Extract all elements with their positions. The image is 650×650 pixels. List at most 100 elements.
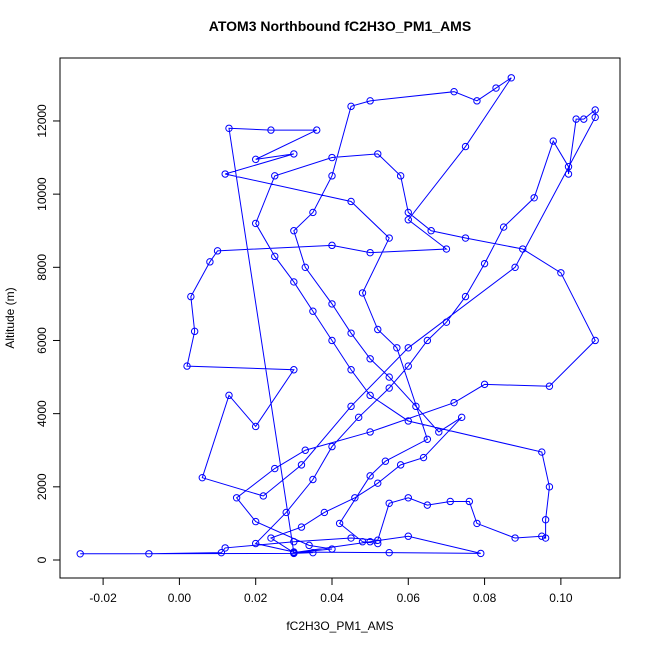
- y-tick-label: 12000: [35, 104, 49, 138]
- data-point: [366, 472, 374, 480]
- data-point: [347, 366, 355, 374]
- x-tick-label: 0.02: [244, 591, 268, 605]
- data-point: [446, 497, 454, 506]
- data-point: [221, 544, 229, 552]
- data-point: [366, 538, 374, 546]
- data-point: [545, 382, 554, 390]
- data-point: [351, 494, 359, 502]
- data-point: [461, 292, 470, 301]
- y-tick-label: 4000: [35, 400, 49, 427]
- data-point: [564, 170, 573, 178]
- data-point: [423, 336, 432, 345]
- data-point: [404, 362, 412, 370]
- data-point: [251, 517, 260, 526]
- data-point: [480, 259, 489, 268]
- x-axis-label: fC2H3O_PM1_AMS: [286, 619, 393, 633]
- data-point: [309, 208, 317, 217]
- data-point: [435, 428, 443, 436]
- data-point: [480, 380, 489, 389]
- data-point: [473, 97, 481, 105]
- data-point: [251, 539, 260, 548]
- data-point: [366, 428, 374, 436]
- data-point: [564, 162, 573, 171]
- y-tick-label: 6000: [35, 327, 49, 354]
- data-point: [290, 227, 298, 235]
- data-point: [358, 289, 367, 297]
- data-point: [328, 336, 336, 345]
- data-point: [457, 413, 466, 422]
- data-point: [232, 494, 241, 502]
- data-point: [347, 329, 355, 337]
- data-point: [366, 248, 374, 257]
- data-point: [412, 402, 420, 411]
- data-point: [545, 483, 554, 491]
- data-point: [309, 475, 317, 484]
- data-point: [404, 216, 412, 224]
- data-point: [404, 494, 412, 502]
- data-point: [313, 126, 321, 134]
- data-point: [538, 532, 546, 540]
- data-point: [549, 137, 557, 145]
- y-tick-label: 10000: [35, 177, 49, 211]
- data-point: [301, 263, 309, 272]
- data-point: [290, 548, 298, 557]
- data-point: [297, 461, 306, 469]
- data-point: [145, 550, 153, 558]
- data-point: [404, 417, 412, 425]
- x-tick-label: 0.06: [397, 591, 421, 605]
- data-point: [267, 534, 275, 542]
- data-point: [309, 307, 317, 315]
- data-point: [335, 519, 344, 528]
- data-point: [427, 227, 435, 235]
- data-point: [442, 318, 451, 326]
- data-point: [221, 170, 229, 178]
- data-point: [290, 278, 298, 286]
- data-point: [423, 435, 432, 443]
- data-point: [591, 336, 599, 345]
- data-point: [187, 292, 195, 301]
- data-point: [190, 327, 199, 336]
- data-point: [328, 172, 336, 180]
- data-point: [396, 172, 405, 180]
- data-point: [530, 194, 538, 202]
- data-point: [473, 519, 481, 528]
- data-line: [80, 77, 596, 555]
- data-point: [225, 124, 233, 132]
- data-point: [541, 516, 550, 524]
- data-point: [347, 402, 355, 411]
- x-tick-label: 0.10: [549, 591, 573, 605]
- chart-title: ATOM3 Northbound fC2H3O_PM1_AMS: [209, 18, 471, 34]
- x-tick-label: 0.04: [320, 591, 344, 605]
- data-point: [271, 252, 279, 261]
- data-point: [328, 300, 336, 308]
- data-point: [366, 97, 374, 105]
- x-tick-label: 0.00: [168, 591, 192, 605]
- data-point: [251, 155, 260, 164]
- data-point: [309, 548, 317, 557]
- y-tick-label: 8000: [35, 254, 49, 281]
- data-point: [301, 446, 309, 454]
- data-point: [290, 366, 298, 374]
- data-point: [347, 197, 355, 206]
- data-point: [374, 150, 382, 158]
- data-point: [450, 87, 458, 96]
- y-tick-label: 2000: [35, 473, 49, 500]
- data-point: [442, 245, 451, 253]
- data-point: [461, 234, 470, 242]
- data-point: [385, 548, 393, 557]
- data-point: [393, 344, 401, 352]
- data-point: [358, 538, 367, 546]
- data-point: [461, 142, 470, 151]
- data-point: [385, 234, 393, 242]
- data-point: [76, 550, 84, 558]
- data-point: [511, 263, 519, 272]
- data-point: [385, 373, 393, 381]
- data-point: [347, 534, 355, 542]
- y-axis-label: Altitude (m): [3, 287, 17, 348]
- data-point: [328, 545, 336, 553]
- data-point: [538, 448, 546, 456]
- data-point: [251, 422, 260, 431]
- data-point: [290, 150, 298, 158]
- data-point: [507, 74, 515, 82]
